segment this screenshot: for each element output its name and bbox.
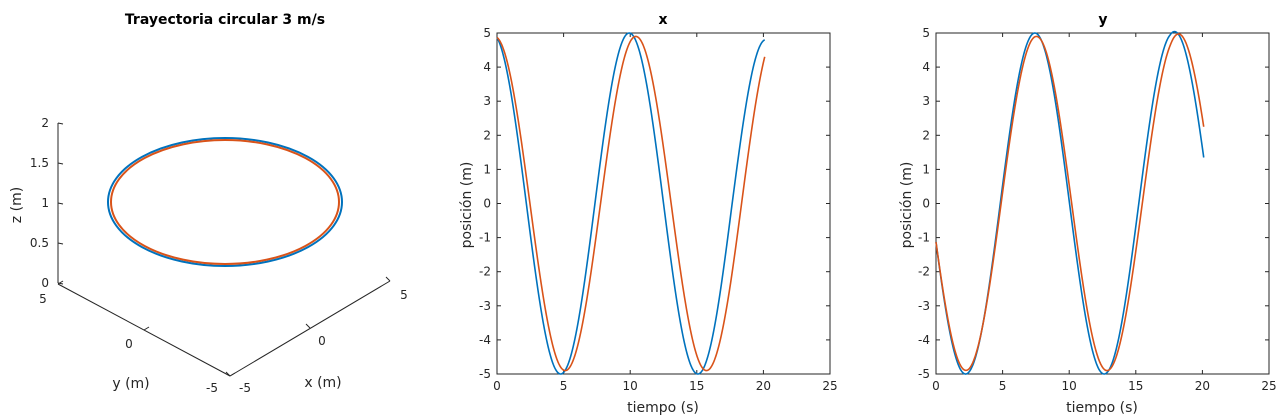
series-line-2: [935, 33, 1205, 372]
z-tick: [57, 242, 64, 245]
y-tick-label: -2: [918, 265, 930, 279]
x-tick: [225, 371, 231, 377]
x-tick-label: 10: [623, 379, 638, 393]
x-tick-label: 25: [822, 379, 837, 393]
y-tick: [57, 280, 64, 285]
z-tick-label: 1: [41, 196, 49, 210]
x-tick-label: 10: [1062, 379, 1077, 393]
series-line-2: [496, 35, 766, 372]
x-tick-label: 15: [689, 379, 704, 393]
z-tick: [57, 122, 64, 125]
y-tick-label: 0: [922, 197, 930, 211]
y-panel-xlabel: tiempo (s): [1066, 400, 1138, 416]
y-title: y: [1098, 12, 1107, 28]
x-tick-label: 5: [400, 288, 408, 302]
z-ticks: [57, 122, 64, 285]
z-tick-label: 2: [41, 116, 49, 130]
y-tick: [143, 326, 150, 331]
x-tick-label: 20: [756, 379, 771, 393]
series-line-1: [935, 30, 1205, 375]
y-tick-label: 0: [125, 337, 133, 351]
y-tick-label: -4: [918, 333, 930, 347]
x-tick-label: 25: [1261, 379, 1276, 393]
y-tick-label: 3: [922, 94, 930, 108]
x-tick-label: 0: [318, 334, 326, 348]
y-tick-label: -5: [918, 367, 930, 381]
series-line-1: [496, 32, 766, 375]
trajectory-series-1: [107, 137, 343, 267]
y-tick-label: 2: [922, 128, 930, 142]
y-tick-label: -1: [479, 231, 491, 245]
x-panel-lines: [496, 32, 766, 375]
y-tick-label: -3: [918, 299, 930, 313]
y-tick-label: -4: [479, 333, 491, 347]
y-tick-label: 1: [483, 162, 491, 176]
z-tick-label: 0: [41, 276, 49, 290]
y-tick-label: 5: [483, 26, 491, 40]
y-plot-box: [935, 32, 1270, 375]
y-tick-label: -2: [479, 265, 491, 279]
x-tick-label: 15: [1128, 379, 1143, 393]
x-panel-ylabel: posición (m): [459, 162, 475, 249]
y-tick-label: 4: [483, 60, 491, 74]
y-axis-label: y (m): [112, 376, 149, 392]
x-axis-label: x (m): [304, 375, 341, 391]
z-axis-label: z (m): [9, 187, 25, 223]
y-tick-label: -5: [479, 367, 491, 381]
trajectory-title: Trayectoria circular 3 m/s: [125, 12, 325, 28]
y-tick-label: 5: [39, 292, 47, 306]
y-tick-label: -5: [206, 381, 218, 395]
y-tick-label: 1: [922, 162, 930, 176]
x-panel-xlabel: tiempo (s): [627, 400, 699, 416]
y-panel-ylabel: posición (m): [899, 162, 915, 249]
x-tick-label: 0: [932, 379, 940, 393]
x-tick: [305, 323, 311, 329]
y-panel-ticks: 0 5 10 15 20 25 -5 -4 -3 -2 -1 0 1 2 3 4 5: [918, 26, 1277, 393]
z-tick-label: 0.5: [30, 236, 49, 250]
panel-trajectory: Trayectoria circular 3 m/s 0 0.5 1 1.5 2…: [9, 12, 408, 395]
z-tick-label: 1.5: [30, 156, 49, 170]
y-tick-label: -3: [479, 299, 491, 313]
x-tick-label: -5: [239, 381, 251, 395]
x-title: x: [658, 12, 667, 28]
x-panel-ticks: 0 5 10 15 20 25 -5 -4 -3 -2 -1 0 1 2 3 4 5: [479, 26, 838, 393]
x-tick-label: 20: [1195, 379, 1210, 393]
x-tick: [385, 276, 391, 282]
z-tick: [57, 202, 64, 205]
y-tick-label: 4: [922, 60, 930, 74]
y-tick-label: 3: [483, 94, 491, 108]
x-tick-label: 0: [493, 379, 501, 393]
y-tick-label: 2: [483, 128, 491, 142]
trajectory-series-2: [110, 139, 340, 265]
z-tick: [57, 162, 64, 165]
y-panel-lines: [935, 30, 1205, 375]
y-tick-label: 0: [483, 197, 491, 211]
y-tick-label: -1: [918, 231, 930, 245]
x-axis-line: [229, 280, 391, 377]
x-tick-label: 5: [560, 379, 568, 393]
y-tick-label: 5: [922, 26, 930, 40]
x-tick-label: 5: [999, 379, 1007, 393]
